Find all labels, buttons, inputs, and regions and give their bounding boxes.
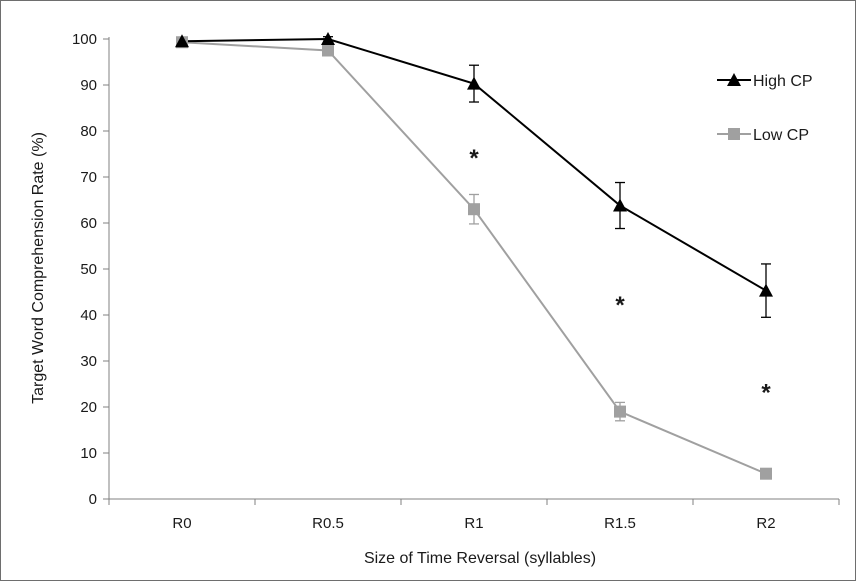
error-bars — [177, 36, 771, 422]
x-tick-label: R1.5 — [604, 515, 636, 532]
low-cp-point — [468, 203, 480, 216]
high-cp-point — [613, 198, 627, 212]
high-cp-point — [175, 34, 189, 48]
y-tick-label: 50 — [80, 261, 97, 278]
low-cp-point — [760, 467, 772, 480]
y-tick-label: 60 — [80, 215, 97, 232]
y-tick-label: 90 — [80, 77, 97, 94]
high-cp-point — [321, 32, 335, 45]
x-tick-label: R0.5 — [312, 515, 344, 532]
x-axis-label: Size of Time Reversal (syllables) — [364, 550, 596, 567]
legend-low-cp-label: Low CP — [753, 127, 809, 144]
x-ticks: R0 R0.5 R1 R1.5 R2 — [108, 499, 840, 532]
significance-asterisk: * — [761, 380, 771, 407]
annotations: * * * — [469, 145, 771, 407]
y-tick-label: 20 — [80, 399, 97, 416]
y-axis-label: Target Word Comprehension Rate (%) — [30, 132, 47, 404]
significance-asterisk: * — [469, 145, 479, 172]
series-markers — [175, 32, 773, 480]
low-cp-line — [181, 41, 767, 475]
x-tick-label: R1 — [464, 515, 483, 532]
legend-low-cp-marker — [728, 128, 740, 140]
significance-asterisk: * — [615, 292, 625, 319]
y-tick-label: 70 — [80, 169, 97, 186]
y-tick-label: 10 — [80, 445, 97, 462]
high-cp-point — [759, 283, 773, 297]
legend: High CP Low CP — [717, 73, 813, 144]
y-tick-label: 40 — [80, 307, 97, 324]
x-tick-label: R0 — [172, 515, 191, 532]
high-cp-point — [467, 76, 481, 90]
y-tick-label: 100 — [72, 31, 97, 48]
y-tick-label: 80 — [80, 123, 97, 140]
y-tick-label: 30 — [80, 353, 97, 370]
y-tick-label: 0 — [89, 491, 97, 508]
legend-high-cp-marker — [727, 73, 741, 86]
low-cp-point — [614, 405, 626, 418]
low-cp-point — [322, 44, 334, 57]
y-ticks: 0 10 20 30 40 50 60 70 80 90 100 — [72, 31, 109, 508]
x-tick-label: R2 — [756, 515, 775, 532]
legend-high-cp-label: High CP — [753, 73, 813, 90]
series-lines — [181, 37, 767, 475]
axes — [108, 37, 839, 500]
